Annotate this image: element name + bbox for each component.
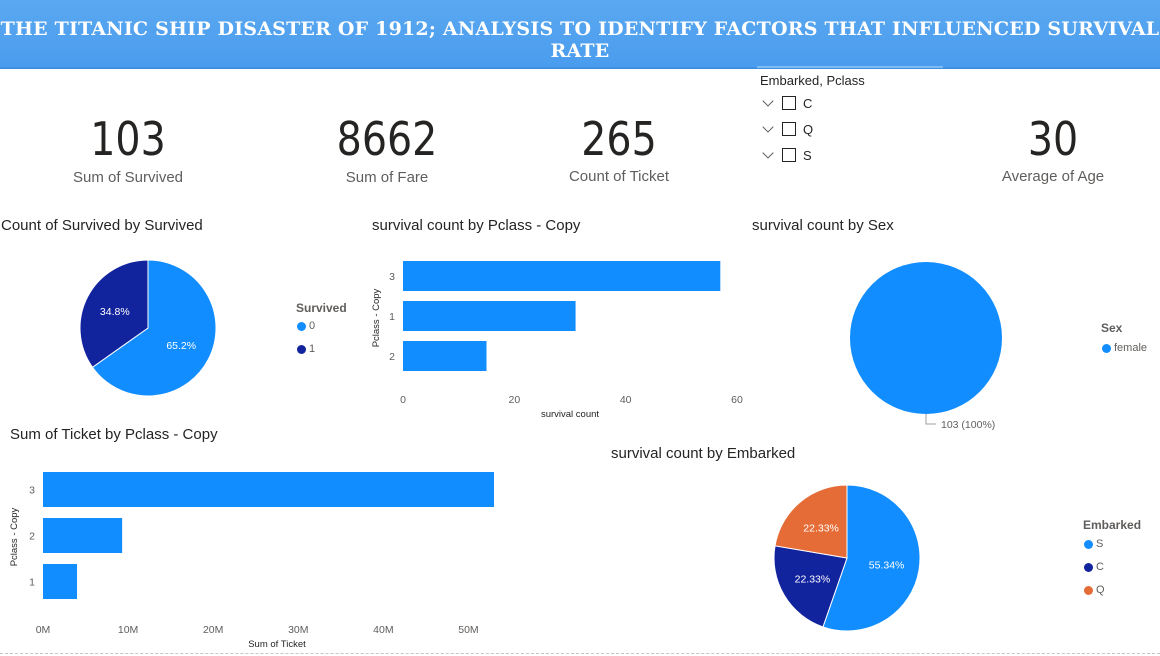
ticket-bar-chart[interactable]: 0M 10M 20M 30M 40M 50M 3 2 1 Sum of Ticket Pclass … [0,460,520,652]
slicer-item-q[interactable]: Q [760,120,813,138]
x-tick-label: 60 [731,394,743,406]
legend-label: 0 [309,320,316,332]
bar-pclass-2[interactable] [43,518,123,553]
legend-item-0[interactable]: 0 [297,320,315,332]
kpi-age-value: 30 [1027,112,1079,166]
slicer-item-c[interactable]: C [760,94,813,112]
legend-item-1[interactable]: 1 [297,343,315,355]
slicer-title: Embarked, Pclass [760,73,865,88]
y-tick-label: 3 [29,485,35,497]
legend-dot [1102,343,1111,353]
legend-item-s[interactable]: S [1084,538,1103,550]
chart-title-pclass: survival count by Pclass - Copy [372,217,581,234]
embarked-pie-chart[interactable]: 55.34% 22.33% 22.33% [764,475,929,640]
x-tick-label: 30M [288,624,308,636]
pie-slice-1[interactable] [79,259,149,368]
legend-dot [1084,562,1093,572]
pie-data-label: 22.33% [803,522,839,534]
slicer-item-label: S [803,147,812,163]
legend-title-embarked: Embarked [1083,518,1142,532]
slicer-item-s[interactable]: S [760,146,813,164]
chart-title-embarked: survival count by Embarked [611,445,796,462]
slicer-item-label: Q [803,121,814,137]
legend-dot [297,344,306,354]
kpi-ticket-value: 265 [581,112,657,166]
legend-item-c[interactable]: C [1084,561,1104,573]
checkbox[interactable] [782,122,796,136]
bar-pclass-1[interactable] [403,301,576,331]
survived-pie-chart[interactable]: 65.2% 34.8% [70,252,230,412]
legend-dot [1084,539,1093,549]
x-tick-label: 20M [203,624,223,636]
pie-slice-Q[interactable] [774,484,848,559]
slicer-list: C Q S [760,94,813,164]
bar-pclass-1[interactable] [43,564,78,599]
kpi-fare-value: 8662 [336,112,438,166]
pie-slice-0[interactable] [91,259,217,397]
legend-title-survived: Survived [296,301,347,315]
y-axis-title: Pclass - Copy [9,507,20,566]
bar-pclass-3[interactable] [403,261,721,291]
chevron-down-icon[interactable] [762,121,774,133]
y-tick-label: 2 [389,351,395,363]
bottom-divider [0,653,1160,654]
kpi-survived-label: Sum of Survived [72,169,184,186]
chevron-down-icon[interactable] [762,95,774,107]
bar-pclass-2[interactable] [403,341,487,371]
chart-title-survived: Count of Survived by Survived [1,217,203,234]
x-tick-label: 40M [373,624,393,636]
x-tick-label: 10M [118,624,138,636]
y-axis-title: Pclass - Copy [371,288,382,347]
x-axis-title: Sum of Ticket [248,639,306,650]
kpi-fare-label: Sum of Fare [345,169,429,186]
slicer-header-bar [757,66,943,68]
pie-data-label: 22.33% [795,573,831,585]
x-tick-label: 20 [508,394,520,406]
y-tick-label: 3 [389,271,395,283]
pie-leader-line [925,414,936,425]
x-tick-label: 0M [36,624,51,636]
y-tick-label: 1 [389,311,395,323]
pie-slice-C[interactable] [773,545,848,628]
pie-data-label: 65.2% [166,340,196,352]
checkbox[interactable] [782,148,796,162]
y-tick-label: 2 [29,531,35,543]
y-tick-label: 1 [29,577,35,589]
pie-data-label: 34.8% [100,306,130,318]
legend-label: female [1114,342,1148,354]
chart-title-sex: survival count by Sex [752,217,894,234]
legend-title-sex: Sex [1101,321,1123,335]
legend-item-q[interactable]: Q [1084,584,1105,596]
x-tick-label: 40 [620,394,632,406]
pie-slice-female[interactable] [850,262,1002,414]
slicer-item-label: C [803,95,813,111]
checkbox[interactable] [782,96,796,110]
pie-data-label: 55.34% [869,560,905,572]
chevron-down-icon[interactable] [762,147,774,159]
legend-label: 1 [309,343,316,355]
kpi-ticket-label: Count of Ticket [568,168,670,185]
x-tick-label: 0 [400,394,406,406]
sex-pie-chart[interactable]: 103 (100%) [830,252,1020,437]
legend-label: C [1096,561,1104,573]
legend-label: Q [1096,584,1105,596]
x-tick-label: 50M [458,624,478,636]
dashboard-title: THE TITANIC SHIP DISASTER OF 1912; ANALY… [0,18,1160,62]
bar-pclass-3[interactable] [43,472,494,507]
x-axis-title: survival count [541,409,599,420]
kpi-age-label: Average of Age [1001,168,1105,185]
legend-dot [297,321,306,331]
kpi-survived-value: 103 [90,112,166,166]
pie-data-label: 103 (100%) [941,419,995,431]
legend-label: S [1096,538,1104,550]
chart-title-ticket: Sum of Ticket by Pclass - Copy [10,426,218,443]
legend-dot [1084,585,1093,595]
title-banner [0,0,1160,69]
legend-item-female[interactable]: female [1102,342,1147,354]
